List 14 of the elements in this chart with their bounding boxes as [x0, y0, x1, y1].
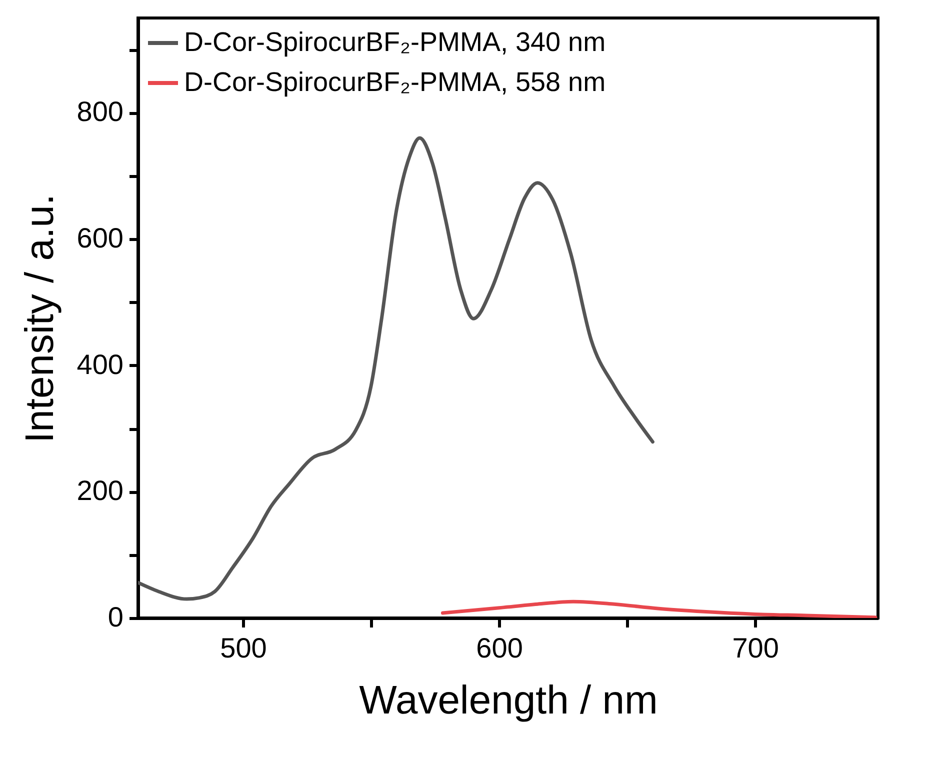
x-axis-title: Wavelength / nm	[359, 678, 658, 722]
legend-label: D-Cor-SpirocurBF₂-PMMA, 340 nm	[184, 27, 606, 57]
y-tick-label: 400	[76, 348, 124, 380]
y-tick-label: 800	[76, 96, 124, 128]
y-tick-label: 600	[76, 222, 124, 254]
legend-label: D-Cor-SpirocurBF₂-PMMA, 558 nm	[184, 67, 606, 97]
y-axis-title: Intensity / a.u.	[18, 194, 62, 444]
line-series	[138, 136, 654, 601]
y-tick-label: 200	[76, 475, 124, 506]
x-tick-label: 600	[476, 632, 523, 664]
x-tick-label: 700	[732, 632, 779, 664]
line-series	[440, 600, 878, 618]
x-tick-label: 500	[220, 632, 267, 664]
y-tick-label: 0	[108, 602, 124, 632]
